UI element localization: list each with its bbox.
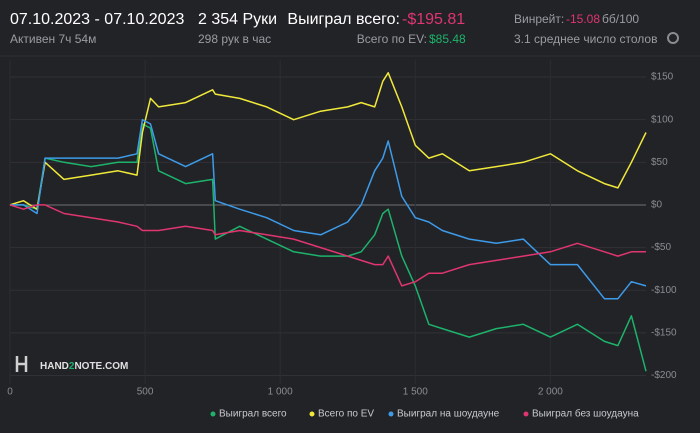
winrate-unit: бб/100 — [602, 12, 639, 26]
x-tick-label: 1 500 — [403, 387, 428, 398]
y-tick-label: -$200 — [651, 370, 677, 381]
legend-label: Всего по EV — [318, 409, 374, 420]
date-range: 07.10.2023 - 07.10.2023 — [10, 11, 184, 28]
x-tick-label: 0 — [7, 387, 13, 398]
logo-3: NOTE.COM — [74, 361, 128, 372]
legend-dot — [309, 411, 315, 417]
legend-dot — [210, 411, 216, 417]
y-tick-label: -$150 — [651, 327, 677, 338]
logo-mark — [15, 356, 28, 372]
y-tick-label: $150 — [651, 72, 674, 83]
y-tick-label: $0 — [651, 200, 663, 211]
ev-label: Всего по EV: — [357, 32, 427, 46]
series-line — [9, 204, 646, 287]
hands: 2 354 Руки — [198, 11, 277, 28]
logo-1: HAND — [40, 361, 69, 372]
x-tick-label: 2 000 — [538, 387, 563, 398]
series-line — [9, 72, 647, 210]
x-tick-label: 1 000 — [268, 387, 293, 398]
winrate-label: Винрейт: — [514, 12, 564, 26]
series-line — [10, 123, 647, 372]
legend-label: Выиграл всего — [219, 409, 287, 420]
winrate-value: -15.08 — [566, 12, 600, 26]
logo-2: 2 — [69, 361, 75, 372]
x-tick-label: 500 — [137, 387, 154, 398]
y-tick-label: $50 — [651, 157, 668, 168]
legend-item: Выиграл всего — [210, 409, 287, 420]
legend-dot — [523, 411, 529, 417]
ev-value: $85.48 — [429, 32, 466, 46]
plot: $150 $100 $50 $0 -$50 -$100 -$150 -$200 0 500 1 00… — [7, 60, 677, 398]
y-tick-label: -$50 — [651, 242, 671, 253]
won-label: Выиграл всего: — [287, 11, 400, 28]
gear[interactable] — [667, 32, 679, 44]
series-line — [10, 118, 647, 300]
legend-item: Выиграл без шоудауна — [523, 408, 639, 420]
active-time: Активен 7ч 54м — [10, 32, 96, 46]
legend-label: Выиграл на шоудауне — [397, 409, 500, 420]
hands-per-hour: 298 рук в час — [198, 32, 271, 46]
y-tick-label: $100 — [651, 114, 674, 125]
tables: 3.1 среднее число столов — [514, 32, 657, 46]
legend-dot — [388, 411, 394, 417]
settings-icon[interactable] — [667, 32, 679, 44]
logo-text: HAND2NOTE.COM — [40, 361, 128, 372]
legend-item: Выиграл на шоудауне — [388, 409, 500, 420]
logo: HAND2NOTE.COM — [15, 356, 128, 372]
y-tick-label: -$100 — [651, 285, 677, 296]
legend-label: Выиграл без шоудауна — [532, 408, 639, 420]
legend-item: Всего по EV — [309, 409, 374, 420]
won-value: -$195.81 — [402, 11, 465, 28]
